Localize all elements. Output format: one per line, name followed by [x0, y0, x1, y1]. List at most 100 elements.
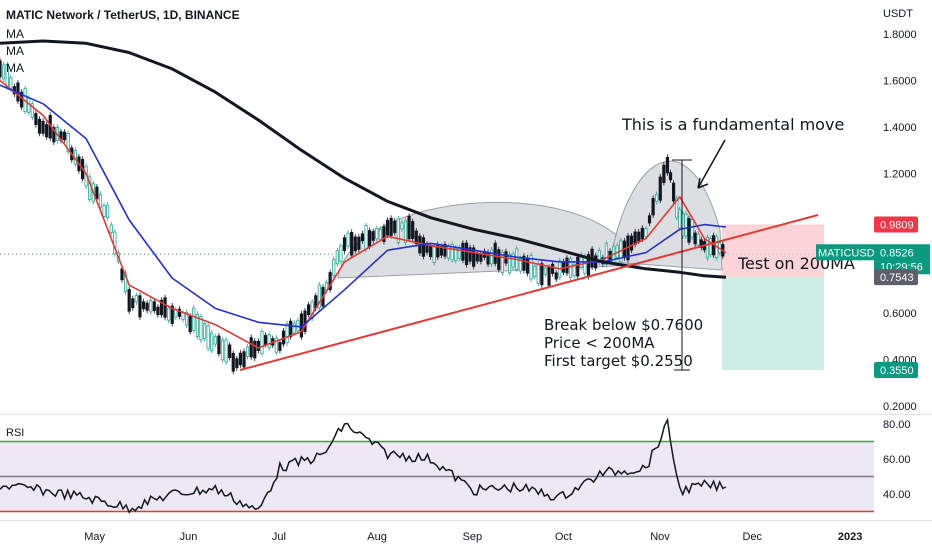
candle-body — [378, 229, 382, 240]
candle-body — [518, 258, 522, 272]
candle-body — [9, 77, 13, 90]
annotation-break-1: Price < 200MA — [544, 334, 655, 352]
candle-body — [396, 218, 400, 243]
candle-body — [253, 340, 257, 359]
candle-body — [644, 228, 648, 238]
candle-body — [152, 301, 156, 312]
candle-body — [429, 245, 433, 258]
candle-body — [30, 103, 34, 118]
fundamental-arrow — [697, 139, 726, 189]
trendline — [239, 214, 819, 371]
candle-body — [256, 340, 260, 351]
candle-body — [289, 320, 293, 338]
candle-body — [317, 284, 321, 309]
rsi-tick-1: 60.00 — [883, 454, 911, 466]
candle-body — [95, 186, 99, 200]
candle-body — [576, 256, 580, 277]
candle-body — [127, 289, 131, 312]
candle-body — [633, 231, 637, 245]
candle-body — [52, 127, 56, 143]
candle-body — [339, 245, 343, 262]
candle-body — [699, 239, 703, 248]
candle-body — [568, 258, 573, 278]
candle-body — [572, 263, 576, 277]
ma-slow-line — [0, 39, 726, 279]
price-axis-unit: USDT — [883, 8, 913, 20]
candle-body — [533, 265, 537, 278]
tag-target-high-bg — [874, 216, 918, 233]
candle-body — [672, 182, 676, 202]
candle-body — [98, 193, 103, 208]
rsi-tick-2: 40.00 — [883, 489, 911, 501]
candle-body — [220, 339, 225, 361]
rsi-label: RSI — [6, 427, 24, 439]
time-axis-line — [0, 520, 932, 521]
candle-body — [668, 172, 673, 181]
candle-body — [145, 302, 149, 311]
time-tick-7: Dec — [742, 531, 762, 543]
candle-body — [468, 247, 472, 262]
time-tick-2: Jul — [272, 531, 286, 543]
candle-body — [195, 313, 199, 337]
candle-body — [167, 307, 171, 321]
ma-label-3[interactable]: MA — [6, 61, 24, 75]
candle-body — [640, 227, 644, 240]
pane-divider — [0, 414, 932, 415]
candle-body — [554, 272, 558, 280]
candle-body — [228, 344, 232, 358]
candle-body — [368, 230, 372, 247]
price-tick-6: 0.2000 — [883, 401, 917, 413]
price-tick-3: 1.2000 — [883, 169, 917, 181]
candle-body — [443, 243, 447, 257]
candle-body — [375, 227, 379, 240]
candle-body — [364, 225, 368, 250]
candle-body — [37, 118, 42, 134]
time-tick-0: May — [84, 531, 105, 543]
candle-body — [357, 236, 361, 250]
candle-body — [328, 272, 332, 290]
ma-label-1[interactable]: MA — [6, 27, 24, 41]
candle-body — [213, 336, 217, 345]
candle-body — [199, 316, 203, 341]
candle-body — [184, 311, 189, 326]
candle-body — [529, 254, 533, 280]
candle-body — [540, 263, 544, 286]
candle-body — [432, 246, 436, 263]
candle-body — [662, 164, 666, 183]
price-tick-2: 1.4000 — [883, 122, 917, 134]
candle-body — [497, 249, 501, 270]
candle-body — [604, 243, 609, 266]
annotation-break-2: First target $0.2550 — [544, 352, 693, 370]
candle-body — [0, 60, 2, 78]
candle-body — [407, 215, 411, 240]
time-tick-1: Jun — [180, 531, 198, 543]
candle-body — [472, 247, 476, 267]
ma-label-2[interactable]: MA — [6, 44, 24, 58]
tag-symbol: MATICUSDT — [818, 247, 882, 259]
candle-body — [708, 238, 713, 255]
candle-body — [675, 197, 679, 218]
candle-body — [66, 133, 70, 153]
candle-body — [41, 121, 45, 134]
candle-body — [123, 272, 128, 293]
candle-body — [389, 217, 393, 236]
candle-body — [547, 267, 551, 286]
time-tick-3: Aug — [367, 531, 387, 543]
candle-body — [658, 176, 662, 201]
candle-body — [177, 308, 182, 317]
candle-body — [131, 298, 135, 309]
tag-last-price: 0.8526 — [880, 247, 914, 259]
tag-target-low: 0.3550 — [880, 365, 914, 377]
candle-body — [285, 323, 289, 344]
candle-body — [267, 334, 271, 349]
candle-body — [665, 156, 670, 174]
candle-body — [303, 310, 307, 332]
tag-target-high: 0.9809 — [880, 219, 914, 231]
ma-mid-line — [0, 84, 726, 328]
candle-body — [655, 193, 659, 203]
candle-body — [360, 233, 365, 242]
tag-target-low-bg — [874, 361, 918, 378]
stop-zone — [722, 224, 824, 278]
